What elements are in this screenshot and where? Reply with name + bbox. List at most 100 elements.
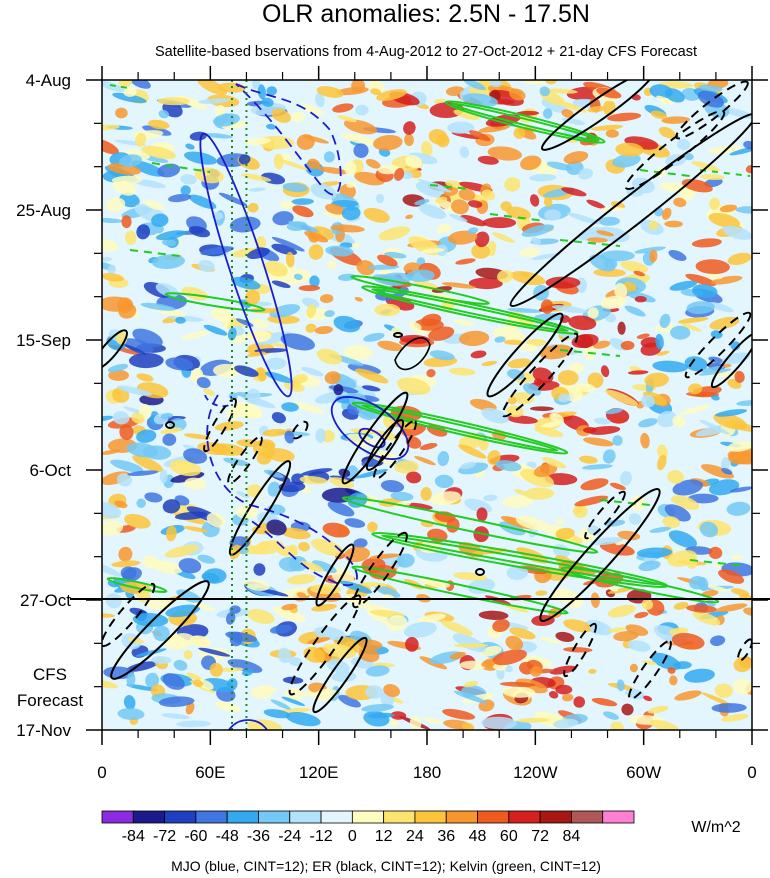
anomaly-blob [708,212,741,229]
anomaly-blob [603,519,626,527]
anomaly-blob [658,126,676,139]
anomaly-blob [142,555,159,569]
chart-title: OLR anomalies: 2.5N - 17.5N [262,0,590,28]
anomaly-blob [555,518,565,525]
anomaly-blob [271,280,291,289]
anomaly-blob [288,656,303,667]
anomaly-blob [305,323,317,333]
anomaly-blob [133,179,166,189]
anomaly-blob [506,369,525,380]
anomaly-blob [627,370,649,375]
anomaly-blob [711,703,747,713]
anomaly-blob [299,476,328,485]
anomaly-blob [542,457,567,469]
anomaly-blob [593,340,611,349]
anomaly-blob [505,635,524,651]
anomaly-blob [403,121,416,135]
anomaly-blob [700,464,735,479]
anomaly-blob [583,437,614,447]
colorbar-swatch [289,810,322,824]
anomaly-blob [281,696,306,707]
anomaly-blob [292,374,308,384]
anomaly-blob [652,360,689,373]
anomaly-blob [616,679,625,692]
anomaly-blob [283,381,305,392]
anomaly-blob [377,254,398,267]
anomaly-blob [489,80,502,88]
anomaly-blob [669,675,678,686]
anomaly-blob [165,357,194,371]
anomaly-blob [136,224,151,240]
anomaly-blob [111,175,143,185]
colorbar-swatch [508,810,541,824]
anomaly-blob [405,502,433,510]
anomaly-blob [132,612,169,627]
anomaly-blob [612,435,623,446]
anomaly-blob [405,214,414,220]
anomaly-blob [408,321,422,331]
anomaly-blob [566,212,600,225]
anomaly-blob [252,80,261,90]
anomaly-blob [607,604,636,618]
anomaly-blob [470,350,487,359]
anomaly-blob [374,303,401,317]
anomaly-blob [555,527,575,540]
anomaly-blob [605,129,619,138]
anomaly-blob [449,651,466,660]
anomaly-blob [523,383,542,396]
anomaly-blob [458,330,490,347]
anomaly-blob [390,491,414,501]
anomaly-blob [367,712,395,719]
anomaly-blob [481,189,496,201]
anomaly-blob [365,159,381,169]
anomaly-blob [296,592,307,598]
anomaly-blob [332,103,354,113]
anomaly-blob [266,86,277,96]
anomaly-blob [184,477,207,490]
anomaly-blob [353,143,369,159]
anomaly-blob [607,112,642,122]
anomaly-blob [111,560,141,568]
anomaly-blob [415,181,451,198]
anomaly-blob [509,88,526,101]
anomaly-blob [634,295,647,303]
colorbar-swatch [571,810,604,824]
anomaly-blob [492,649,527,666]
anomaly-blob [160,427,183,434]
anomaly-blob [630,495,646,511]
anomaly-blob [699,521,719,538]
anomaly-blob [625,624,649,636]
anomaly-blob [123,338,154,353]
anomaly-blob [506,415,538,424]
anomaly-blob [238,154,251,165]
anomaly-blob [102,273,124,282]
anomaly-blob [161,713,190,720]
anomaly-blob [181,330,211,340]
y-axis: 4-Aug 25-Aug 15-Sep 6-Oct 27-Oct 17-Nov [16,71,768,740]
anomaly-blob [231,276,261,290]
anomaly-blob [102,613,116,618]
anomaly-blob [417,613,446,624]
anomaly-blob [524,487,555,500]
anomaly-blob [467,227,479,234]
anomaly-blob [126,672,136,688]
colorbar-swatch [226,810,259,824]
anomaly-blob [641,599,654,610]
anomaly-blob [180,174,197,185]
anomaly-blob [736,400,752,406]
anomaly-blob [600,295,626,310]
anomaly-blob [722,225,752,240]
anomaly-blob [124,513,151,529]
anomaly-blob [453,690,488,704]
anomaly-blob [326,658,350,674]
anomaly-blob [481,660,495,668]
anomaly-blob [164,544,200,558]
anomaly-blob [414,199,430,206]
anomaly-blob [351,242,360,248]
anomaly-blob [707,301,734,313]
anomaly-blob [380,480,405,493]
anomaly-blob [655,324,676,332]
colorbar-swatch [602,810,635,824]
anomaly-blob [519,247,540,258]
anomaly-blob [586,199,606,209]
